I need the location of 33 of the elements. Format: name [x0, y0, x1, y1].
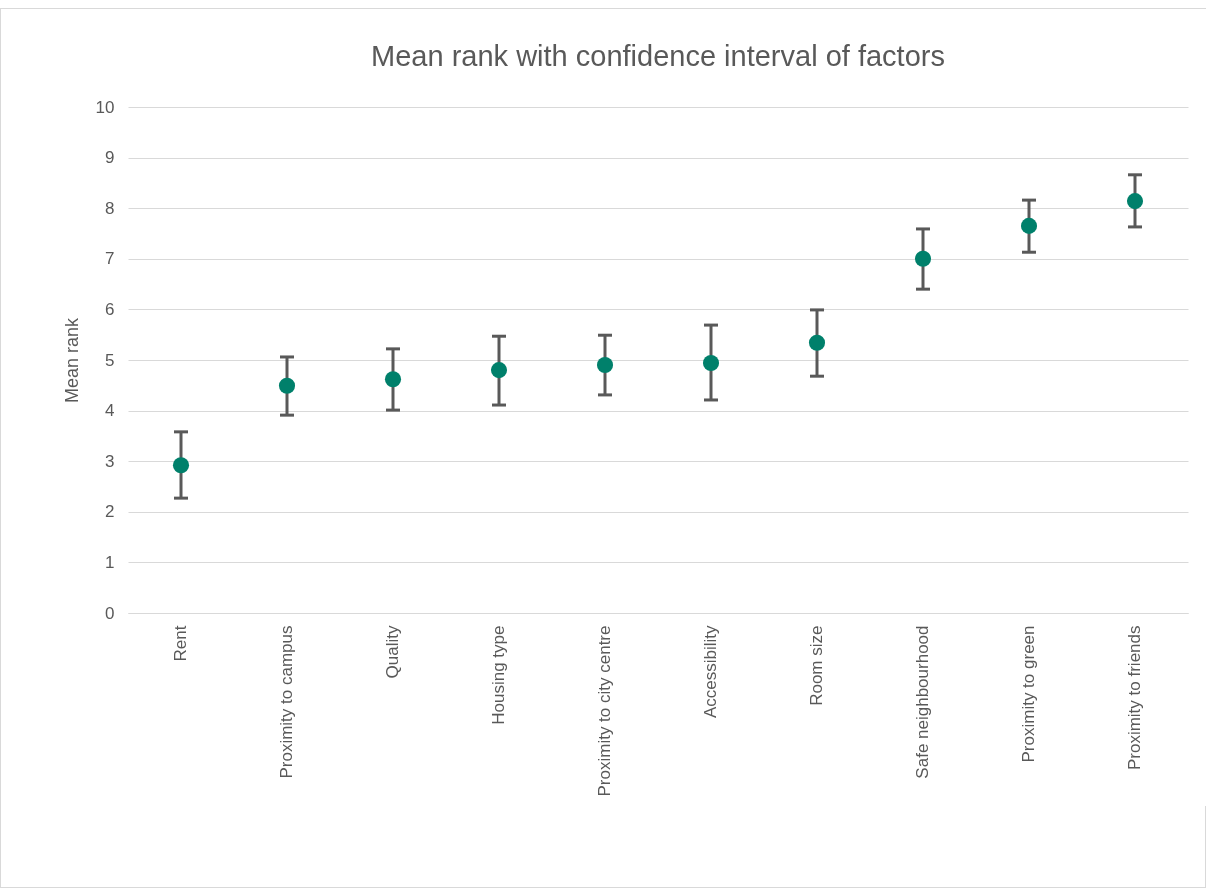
y-tick-label: 6: [105, 299, 115, 319]
y-tick-label: 1: [105, 552, 115, 572]
y-tick-label: 7: [105, 249, 115, 269]
point: [1126, 193, 1144, 210]
y-tick-label: 10: [95, 97, 115, 117]
chart-title: Mean rank with confidence interval of factors: [371, 40, 945, 72]
x-tick-label: Accessibility: [701, 625, 720, 719]
x-tick-label: Room size: [807, 625, 826, 706]
y-tick-label: 5: [105, 350, 115, 370]
x-tick-label: Proximity to green: [1019, 625, 1038, 763]
x-tick-label: Proximity to friends: [1125, 625, 1144, 771]
y-tick-label: 8: [105, 198, 115, 218]
x-tick-label: Proximity to city centre: [595, 625, 614, 797]
point: [1020, 217, 1038, 234]
point: [808, 334, 826, 351]
y-tick-label: 9: [105, 148, 115, 168]
x-tick-label: Safe neighbourhood: [913, 625, 932, 779]
y-tick-label: 3: [105, 451, 115, 471]
point: [914, 250, 932, 267]
y-tick-label: 4: [105, 401, 115, 421]
y-tick-label: 0: [105, 603, 115, 623]
x-tick-label: Proximity to campus: [277, 625, 296, 779]
x-tick-label: Rent: [171, 625, 190, 662]
point: [278, 377, 296, 394]
y-axis-title: Mean rank: [61, 316, 82, 404]
y-tick-label: 2: [105, 502, 115, 522]
point: [596, 357, 614, 374]
point: [384, 371, 402, 388]
point: [490, 362, 508, 379]
point: [172, 457, 190, 474]
x-tick-label: Quality: [383, 625, 402, 679]
x-tick-label: Housing type: [489, 625, 508, 725]
point: [702, 354, 720, 372]
